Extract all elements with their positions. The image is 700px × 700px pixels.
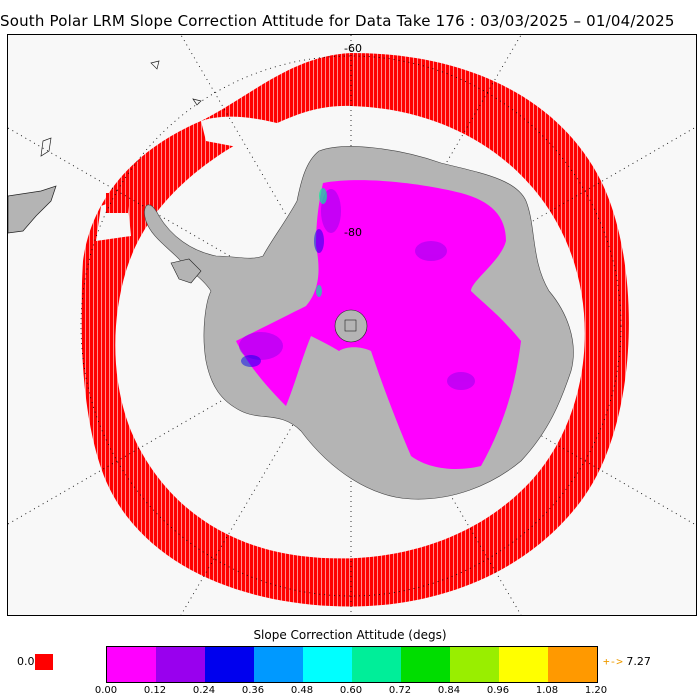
- map-title: South Polar LRM Slope Correction Attitud…: [0, 12, 675, 30]
- colorbar: [106, 646, 598, 683]
- max-value-indicator: +-> 7.27: [603, 655, 651, 668]
- colorbar-segment: [107, 647, 156, 682]
- colorbar-tick: 0.12: [143, 685, 167, 696]
- pole-hole: [334, 309, 368, 343]
- max-value-label: 7.27: [626, 655, 651, 668]
- colorbar-tick: 0.24: [192, 685, 216, 696]
- colorbar-tick: 0.60: [339, 685, 363, 696]
- colorbar-tick: 1.08: [535, 685, 559, 696]
- lat-label-60: -60: [344, 42, 362, 55]
- data-coverage: [236, 180, 521, 469]
- colorbar-title: Slope Correction Attitude (degs): [253, 628, 447, 642]
- zero-value-swatch: [35, 654, 53, 670]
- colorbar-segment: [499, 647, 548, 682]
- colorbar-tick: 0.72: [388, 685, 412, 696]
- colorbar-segment: [156, 647, 205, 682]
- colorbar-tick: 0.00: [94, 685, 118, 696]
- colorbar-tick: 0.36: [241, 685, 265, 696]
- colorbar-tick: 0.48: [290, 685, 314, 696]
- south-america-tip: [8, 185, 57, 234]
- colorbar-segment: [303, 647, 352, 682]
- zero-value-label: 0.0: [17, 655, 35, 668]
- max-arrow-icon: +->: [603, 655, 623, 668]
- colorbar-tick: 0.96: [486, 685, 510, 696]
- polar-map: -60 -80: [7, 34, 697, 616]
- colorbar-tick: 1.20: [584, 685, 608, 696]
- colorbar-segment: [352, 647, 401, 682]
- colorbar-segment: [450, 647, 499, 682]
- colorbar-segment: [548, 647, 597, 682]
- colorbar-tick: 0.84: [437, 685, 461, 696]
- colorbar-segment: [401, 647, 450, 682]
- lat-label-80: -80: [344, 226, 362, 239]
- colorbar-segment: [254, 647, 303, 682]
- colorbar-segment: [205, 647, 254, 682]
